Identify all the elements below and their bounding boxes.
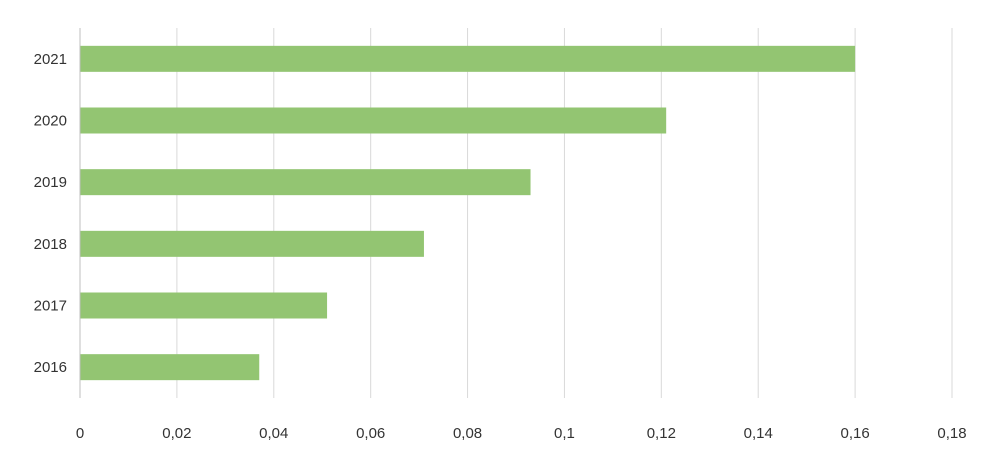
y-category-label: 2017 <box>34 298 67 315</box>
y-category-label: 2019 <box>34 174 67 191</box>
y-category-label: 2020 <box>34 113 67 130</box>
x-tick-label: 0,1 <box>554 425 575 442</box>
bar-2017 <box>80 292 328 319</box>
x-tick-label: 0,02 <box>162 425 191 442</box>
bar-2021 <box>80 45 856 72</box>
bar-2016 <box>80 354 260 381</box>
bar-2019 <box>80 169 531 196</box>
bars <box>80 45 856 381</box>
x-tick-label: 0 <box>76 425 84 442</box>
grid-lines <box>176 28 953 398</box>
x-tick-label: 0,12 <box>647 425 676 442</box>
labels: 0 0,02 0,04 0,06 0,08 0,1 0,12 0,14 0,16 0,18 2021… <box>34 51 967 442</box>
x-tick-label: 0,18 <box>937 425 966 442</box>
y-category-label: 2018 <box>34 236 67 253</box>
x-tick-label: 0,04 <box>259 425 288 442</box>
bar-2020 <box>80 107 667 134</box>
x-tick-label: 0,16 <box>841 425 870 442</box>
x-tick-label: 0,06 <box>356 425 385 442</box>
y-category-label: 2021 <box>34 51 67 68</box>
x-tick-label: 0,08 <box>453 425 482 442</box>
bar-2018 <box>80 230 424 257</box>
y-category-label: 2016 <box>34 359 67 376</box>
x-tick-label: 0,14 <box>744 425 773 442</box>
